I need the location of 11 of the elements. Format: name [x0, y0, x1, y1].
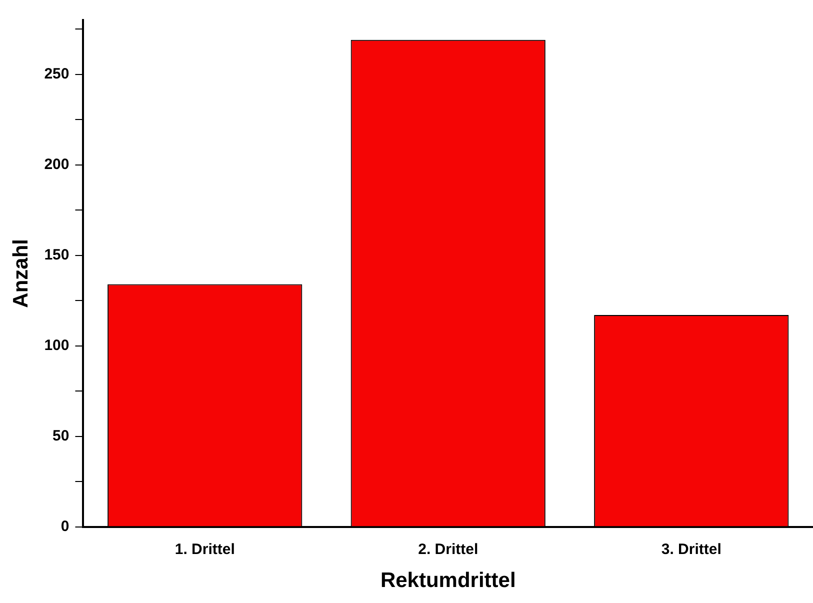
y-tick-label: 200 — [44, 156, 70, 173]
y-tick-label: 100 — [44, 336, 70, 354]
x-axis-title: Rektumdrittel — [380, 569, 516, 592]
x-tick-label: 3. Drittel — [661, 540, 722, 558]
x-tick-label: 2. Drittel — [418, 540, 478, 558]
y-tick-label: 150 — [44, 246, 70, 264]
x-tick-label: 1. Drittel — [174, 540, 235, 558]
y-axis-title: Anzahl — [9, 238, 32, 308]
y-tick-label: 50 — [52, 427, 70, 444]
y-tick-label: 250 — [44, 65, 70, 82]
y-tick-label: 0 — [60, 518, 70, 535]
